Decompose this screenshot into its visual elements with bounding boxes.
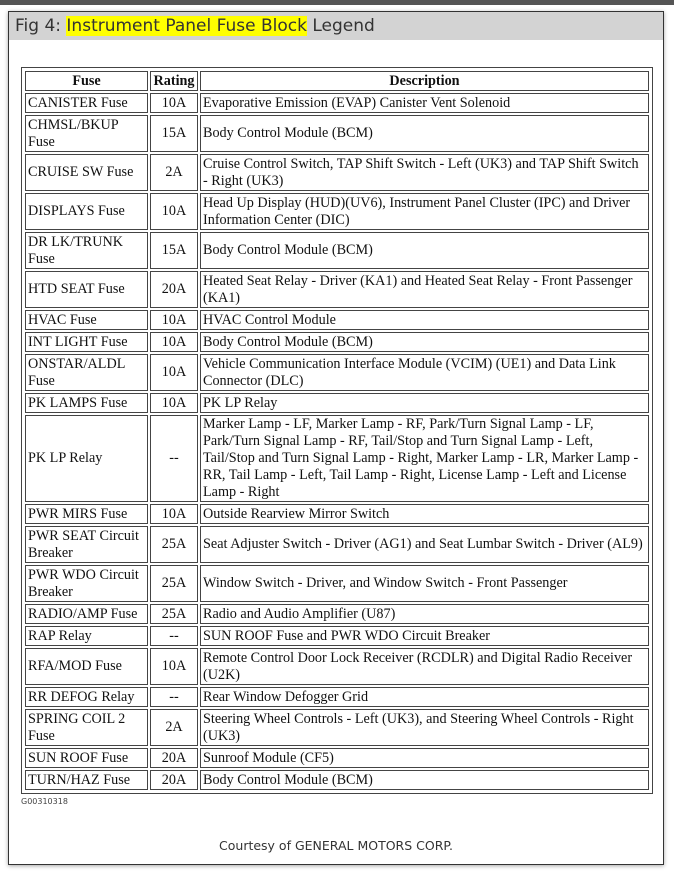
rating-cell: 10A	[150, 504, 198, 524]
rating-cell: 2A	[150, 709, 198, 746]
description-cell: Remote Control Door Lock Receiver (RCDLR…	[200, 648, 649, 685]
figure-title: Fig 4: Instrument Panel Fuse Block Legen…	[9, 12, 663, 40]
description-cell: Marker Lamp - LF, Marker Lamp - RF, Park…	[200, 415, 649, 502]
rating-cell: 10A	[150, 93, 198, 113]
fuse-cell: INT LIGHT Fuse	[25, 332, 148, 352]
fuse-cell: PK LP Relay	[25, 415, 148, 502]
rating-cell: 2A	[150, 154, 198, 191]
rating-cell: 25A	[150, 565, 198, 602]
table-row: CHMSL/BKUP Fuse 15A Body Control Module (B…	[25, 115, 649, 152]
description-cell: Body Control Module (BCM)	[200, 115, 649, 152]
description-cell: Rear Window Defogger Grid	[200, 687, 649, 707]
fuse-table: Fuse Rating Description CANISTER Fuse 10A…	[23, 69, 651, 792]
table-row: CRUISE SW Fuse 2A Cruise Control Switch, T…	[25, 154, 649, 191]
description-cell: Steering Wheel Controls - Left (UK3), an…	[200, 709, 649, 746]
fuse-cell: SUN ROOF Fuse	[25, 748, 148, 768]
fuse-cell: HTD SEAT Fuse	[25, 271, 148, 308]
table-row: CANISTER Fuse 10A Evaporative Emission (EV…	[25, 93, 649, 113]
header-rating: Rating	[150, 71, 198, 91]
table-row: HTD SEAT Fuse 20A Heated Seat Relay - Driv…	[25, 271, 649, 308]
table-row: PK LP Relay -- Marker Lamp - LF, Marker La…	[25, 415, 649, 502]
table-row: SPRING COIL 2 Fuse 2A Steering Wheel Contr…	[25, 709, 649, 746]
description-cell: PK LP Relay	[200, 393, 649, 413]
fuse-cell: TURN/HAZ Fuse	[25, 770, 148, 790]
courtesy-text: Courtesy of GENERAL MOTORS CORP.	[219, 838, 453, 853]
fuse-cell: PK LAMPS Fuse	[25, 393, 148, 413]
table-row: PWR MIRS Fuse 10A Outside Rearview Mirror …	[25, 504, 649, 524]
description-cell: Cruise Control Switch, TAP Shift Switch …	[200, 154, 649, 191]
header-description: Description	[200, 71, 649, 91]
fuse-cell: DISPLAYS Fuse	[25, 193, 148, 230]
title-prefix: Fig 4:	[15, 16, 67, 36]
fuse-cell: HVAC Fuse	[25, 310, 148, 330]
rating-cell: --	[150, 415, 198, 502]
description-cell: Body Control Module (BCM)	[200, 332, 649, 352]
figure-panel: Fig 4: Instrument Panel Fuse Block Legen…	[8, 11, 664, 865]
table-row: PK LAMPS Fuse 10A PK LP Relay	[25, 393, 649, 413]
fuse-cell: RFA/MOD Fuse	[25, 648, 148, 685]
table-row: TURN/HAZ Fuse 20A Body Control Module (BCM…	[25, 770, 649, 790]
fuse-cell: CHMSL/BKUP Fuse	[25, 115, 148, 152]
rating-cell: 20A	[150, 770, 198, 790]
title-highlight: Instrument Panel Fuse Block	[66, 16, 307, 36]
rating-cell: 20A	[150, 748, 198, 768]
description-cell: Window Switch - Driver, and Window Switc…	[200, 565, 649, 602]
fuse-cell: CANISTER Fuse	[25, 93, 148, 113]
description-cell: Heated Seat Relay - Driver (KA1) and Hea…	[200, 271, 649, 308]
fuse-cell: DR LK/TRUNK Fuse	[25, 232, 148, 269]
fuse-cell: SPRING COIL 2 Fuse	[25, 709, 148, 746]
top-bar	[0, 0, 674, 5]
fuse-cell: PWR SEAT Circuit Breaker	[25, 526, 148, 563]
description-cell: Seat Adjuster Switch - Driver (AG1) and …	[200, 526, 649, 563]
fuse-cell: RADIO/AMP Fuse	[25, 604, 148, 624]
table-header-row: Fuse Rating Description	[25, 71, 649, 91]
header-fuse: Fuse	[25, 71, 148, 91]
fuse-cell: RAP Relay	[25, 626, 148, 646]
rating-cell: 10A	[150, 193, 198, 230]
table-row: ONSTAR/ALDL Fuse 10A Vehicle Communication…	[25, 354, 649, 391]
description-cell: SUN ROOF Fuse and PWR WDO Circuit Breake…	[200, 626, 649, 646]
description-cell: Body Control Module (BCM)	[200, 770, 649, 790]
fuse-cell: PWR MIRS Fuse	[25, 504, 148, 524]
rating-cell: 10A	[150, 332, 198, 352]
fuse-cell: CRUISE SW Fuse	[25, 154, 148, 191]
rating-cell: 10A	[150, 393, 198, 413]
fuse-cell: RR DEFOG Relay	[25, 687, 148, 707]
table-row: RADIO/AMP Fuse 25A Radio and Audio Amplifi…	[25, 604, 649, 624]
table-row: RAP Relay -- SUN ROOF Fuse and PWR WDO Cir…	[25, 626, 649, 646]
table-row: INT LIGHT Fuse 10A Body Control Module (BC…	[25, 332, 649, 352]
fuse-cell: PWR WDO Circuit Breaker	[25, 565, 148, 602]
description-cell: Vehicle Communication Interface Module (…	[200, 354, 649, 391]
rating-cell: 25A	[150, 526, 198, 563]
table-row: DR LK/TRUNK Fuse 15A Body Control Module (…	[25, 232, 649, 269]
description-cell: Head Up Display (HUD)(UV6), Instrument P…	[200, 193, 649, 230]
figure-code: G00310318	[21, 797, 68, 806]
rating-cell: 10A	[150, 310, 198, 330]
table-row: PWR WDO Circuit Breaker 25A Window Switch …	[25, 565, 649, 602]
rating-cell: 25A	[150, 604, 198, 624]
description-cell: Radio and Audio Amplifier (U87)	[200, 604, 649, 624]
description-cell: HVAC Control Module	[200, 310, 649, 330]
fuse-table-image: Fuse Rating Description CANISTER Fuse 10A…	[21, 67, 653, 794]
table-row: HVAC Fuse 10A HVAC Control Module	[25, 310, 649, 330]
table-row: RR DEFOG Relay -- Rear Window Defogger Gri…	[25, 687, 649, 707]
rating-cell: 10A	[150, 354, 198, 391]
table-row: DISPLAYS Fuse 10A Head Up Display (HUD)(UV…	[25, 193, 649, 230]
rating-cell: 15A	[150, 115, 198, 152]
title-suffix: Legend	[306, 16, 375, 36]
table-row: PWR SEAT Circuit Breaker 25A Seat Adjuster…	[25, 526, 649, 563]
table-row: SUN ROOF Fuse 20A Sunroof Module (CF5)	[25, 748, 649, 768]
description-cell: Evaporative Emission (EVAP) Canister Ven…	[200, 93, 649, 113]
rating-cell: 20A	[150, 271, 198, 308]
rating-cell: --	[150, 626, 198, 646]
description-cell: Outside Rearview Mirror Switch	[200, 504, 649, 524]
rating-cell: --	[150, 687, 198, 707]
description-cell: Sunroof Module (CF5)	[200, 748, 649, 768]
table-row: RFA/MOD Fuse 10A Remote Control Door Lock …	[25, 648, 649, 685]
rating-cell: 10A	[150, 648, 198, 685]
description-cell: Body Control Module (BCM)	[200, 232, 649, 269]
fuse-cell: ONSTAR/ALDL Fuse	[25, 354, 148, 391]
rating-cell: 15A	[150, 232, 198, 269]
